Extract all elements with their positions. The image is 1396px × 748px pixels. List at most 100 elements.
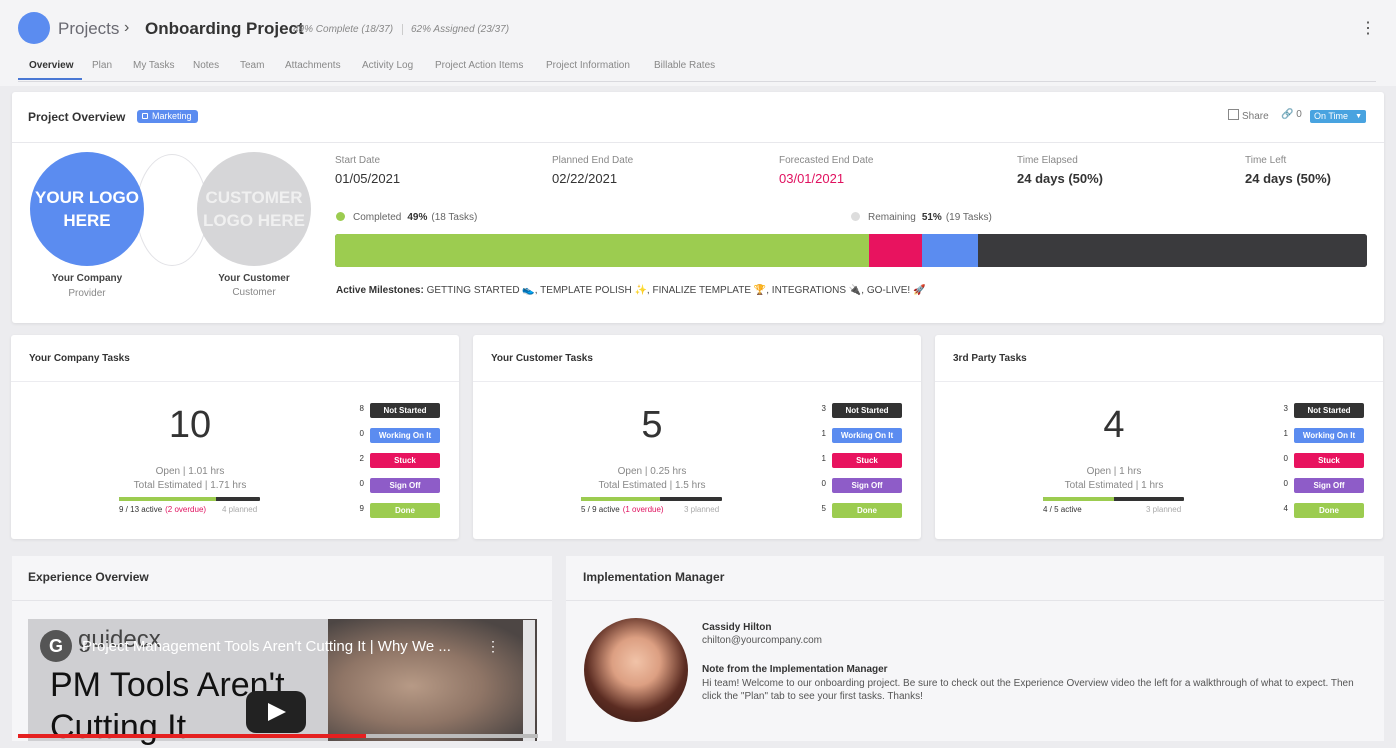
status-pill-sign-off[interactable]: Sign Off bbox=[832, 478, 902, 493]
active-summary: 9 / 13 active (2 overdue) bbox=[119, 505, 206, 514]
planned-count: 4 planned bbox=[222, 505, 258, 514]
status-pill-sign-off[interactable]: Sign Off bbox=[370, 478, 440, 493]
time-left-label: Time Left bbox=[1245, 155, 1287, 166]
status-count: 9 bbox=[359, 504, 364, 513]
status-pill-sign-off[interactable]: Sign Off bbox=[1294, 478, 1364, 493]
status-row: 9 Done bbox=[350, 503, 450, 518]
forecasted-end-date-label: Forecasted End Date bbox=[779, 155, 874, 166]
manager-note: Hi team! Welcome to our onboarding proje… bbox=[702, 678, 1354, 702]
planned-end-date-value: 02/22/2021 bbox=[552, 171, 618, 186]
status-row: 5 Done bbox=[812, 503, 912, 518]
planned-count: 3 planned bbox=[1146, 505, 1182, 514]
project-title: Onboarding Project bbox=[145, 19, 304, 38]
task-count: 5 bbox=[641, 404, 663, 446]
lock-icon bbox=[142, 113, 148, 119]
customer-name: Your Customer bbox=[218, 273, 290, 284]
remaining-legend: Remaining 51% (19 Tasks) bbox=[851, 212, 992, 223]
tag-label: Marketing bbox=[152, 111, 192, 121]
active-tab-indicator bbox=[18, 78, 82, 80]
tab-plan[interactable]: Plan bbox=[92, 60, 113, 71]
breadcrumb-projects-link[interactable]: Projects bbox=[58, 19, 120, 38]
tabs-divider bbox=[18, 81, 1376, 82]
tab-activity-log[interactable]: Activity Log bbox=[362, 60, 414, 71]
status-count: 0 bbox=[359, 479, 364, 488]
experience-divider bbox=[12, 600, 552, 601]
project-overview-title: Project Overview bbox=[28, 110, 126, 124]
completed-dot bbox=[336, 212, 345, 221]
start-date-label: Start Date bbox=[335, 155, 381, 166]
video-brand: guidecx bbox=[78, 626, 161, 653]
status-pill-done[interactable]: Done bbox=[370, 503, 440, 518]
start-date-value: 01/05/2021 bbox=[335, 171, 401, 186]
experience-overview-title: Experience Overview bbox=[28, 570, 149, 584]
more-options-icon[interactable]: ⋮ bbox=[1360, 20, 1376, 37]
chevron-down-icon: ▼ bbox=[1355, 113, 1362, 120]
project-avatar[interactable] bbox=[18, 12, 50, 44]
guidecx-logo-icon: G bbox=[40, 630, 72, 662]
marketing-tag[interactable]: Marketing bbox=[137, 110, 198, 123]
completed-label: Completed bbox=[353, 212, 402, 223]
video-scrollbar[interactable] bbox=[523, 620, 535, 741]
active-count: 9 / 13 active bbox=[119, 505, 163, 514]
estimated-hours: Total Estimated | 1.5 hrs bbox=[598, 480, 706, 491]
status-pill-working-on-it[interactable]: Working On It bbox=[1294, 428, 1364, 443]
status-select[interactable]: On Time ▼ bbox=[1310, 110, 1366, 123]
overdue-count[interactable]: (2 overdue) bbox=[165, 505, 207, 514]
task-progress-fill bbox=[1043, 497, 1114, 501]
status-pill-not-started[interactable]: Not Started bbox=[370, 403, 440, 418]
status-select-value: On Time bbox=[1314, 111, 1349, 121]
status-pill-stuck[interactable]: Stuck bbox=[370, 453, 440, 468]
status-pill-not-started[interactable]: Not Started bbox=[1294, 403, 1364, 418]
status-row: 3 Not Started bbox=[1274, 403, 1374, 418]
time-elapsed-label: Time Elapsed bbox=[1017, 155, 1078, 166]
company-logo: YOUR LOGO HERE bbox=[30, 152, 144, 266]
status-count: 1 bbox=[821, 429, 826, 438]
task-progress-bar bbox=[1043, 497, 1184, 501]
video-more-icon[interactable]: ⋮ bbox=[486, 638, 500, 654]
overview-divider bbox=[12, 142, 1384, 143]
status-pill-not-started[interactable]: Not Started bbox=[832, 403, 902, 418]
task-progress-fill bbox=[119, 497, 217, 501]
video-title[interactable]: Project Management Tools Aren't Cutting … bbox=[82, 638, 451, 655]
remaining-dot bbox=[851, 212, 860, 221]
share-button[interactable]: Share bbox=[1228, 109, 1269, 122]
forecasted-end-date-value: 03/01/2021 bbox=[779, 171, 845, 186]
tab-project-action-items[interactable]: Project Action Items bbox=[435, 60, 524, 71]
play-icon bbox=[268, 703, 286, 721]
tab-project-information[interactable]: Project Information bbox=[546, 60, 630, 71]
progress-segment-stuck bbox=[869, 234, 922, 267]
status-count: 4 bbox=[1283, 504, 1288, 513]
attachments-button[interactable]: 🔗 0 bbox=[1281, 109, 1302, 120]
status-count: 2 bbox=[359, 454, 364, 463]
status-pill-stuck[interactable]: Stuck bbox=[832, 453, 902, 468]
tab-overview[interactable]: Overview bbox=[29, 60, 74, 71]
status-pill-done[interactable]: Done bbox=[832, 503, 902, 518]
status-pill-working-on-it[interactable]: Working On It bbox=[832, 428, 902, 443]
status-count: 3 bbox=[821, 404, 826, 413]
status-count: 0 bbox=[821, 479, 826, 488]
status-pill-working-on-it[interactable]: Working On It bbox=[370, 428, 440, 443]
tab-attachments[interactable]: Attachments bbox=[285, 60, 341, 71]
tab-notes[interactable]: Notes bbox=[193, 60, 220, 71]
tab-team[interactable]: Team bbox=[240, 60, 265, 71]
play-button[interactable] bbox=[246, 691, 306, 733]
planned-end-date-label: Planned End Date bbox=[552, 155, 634, 166]
completed-legend: Completed 49% (18 Tasks) bbox=[336, 212, 477, 223]
top-bar bbox=[0, 0, 1396, 86]
tab-billable-rates[interactable]: Billable Rates bbox=[654, 60, 716, 71]
status-pill-stuck[interactable]: Stuck bbox=[1294, 453, 1364, 468]
tab-my-tasks[interactable]: My Tasks bbox=[133, 60, 175, 71]
remaining-tasks: (19 Tasks) bbox=[945, 212, 992, 223]
share-icon bbox=[1228, 109, 1239, 120]
status-row: 0 Working On It bbox=[350, 428, 450, 443]
overdue-count[interactable]: (1 overdue) bbox=[622, 505, 664, 514]
status-pill-done[interactable]: Done bbox=[1294, 503, 1364, 518]
status-row: 0 Stuck bbox=[1274, 453, 1374, 468]
manager-email[interactable]: chilton@yourcompany.com bbox=[702, 635, 823, 646]
task-progress-bar bbox=[119, 497, 260, 501]
active-summary: 4 / 5 active bbox=[1043, 505, 1085, 514]
complete-stat: 49% Complete (18/37) bbox=[293, 24, 394, 35]
open-hours: Open | 1.01 hrs bbox=[155, 466, 225, 477]
active-milestones: Active Milestones: GETTING STARTED 👟, TE… bbox=[336, 285, 925, 296]
status-row: 0 Sign Off bbox=[1274, 478, 1374, 493]
